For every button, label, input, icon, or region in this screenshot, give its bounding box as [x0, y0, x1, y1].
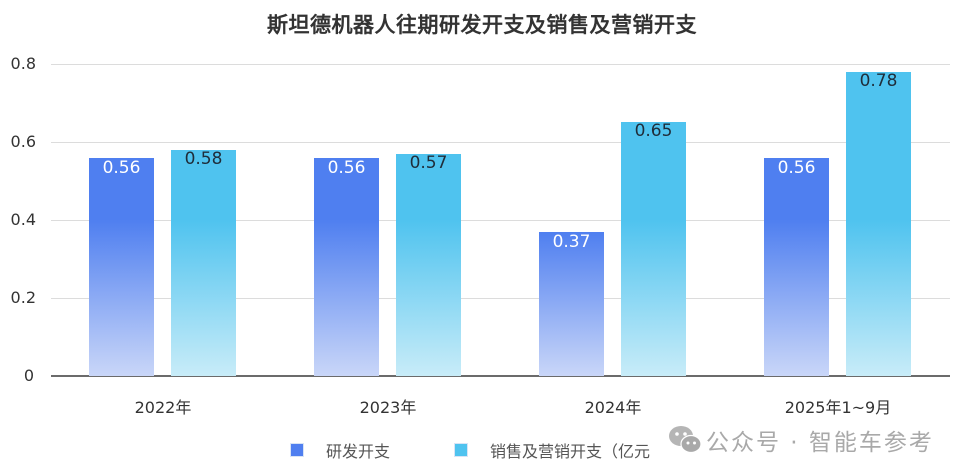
- x-axis-line: [51, 375, 950, 377]
- data-label: 0.56: [777, 158, 816, 178]
- y-tick: 0.4: [10, 210, 36, 229]
- bar-rd-2024[interactable]: 0.37: [539, 232, 604, 376]
- data-label: 0.57: [409, 153, 448, 173]
- data-label: 0.37: [552, 232, 591, 252]
- bar-rd-2025-q1-q3[interactable]: 0.56: [764, 158, 829, 376]
- bar-rd-2022[interactable]: 0.56: [89, 158, 154, 376]
- chart-title: 斯坦德机器人往期研发开支及销售及营销开支: [267, 13, 697, 37]
- legend-label: 研发开支: [326, 442, 391, 461]
- data-label: 0.65: [634, 121, 673, 141]
- legend-item-rd[interactable]: 研发开支: [290, 440, 391, 461]
- gridline-0.6: [51, 142, 950, 143]
- x-tick: 2022年: [134, 398, 192, 417]
- y-tick: 0.6: [10, 132, 36, 151]
- bar-rd-2023[interactable]: 0.56: [314, 158, 379, 376]
- x-tick: 2025年1~9月: [784, 398, 892, 417]
- bar-sm-2022[interactable]: 0.58: [171, 149, 236, 376]
- y-tick: 0.8: [10, 54, 36, 73]
- x-tick: 2023年: [359, 398, 417, 417]
- gridline-0.8: [51, 64, 950, 65]
- watermark: 公众号 · 智能车参考: [668, 420, 934, 460]
- bar-sm-2023[interactable]: 0.57: [396, 153, 461, 376]
- bar-sm-2024[interactable]: 0.65: [621, 121, 686, 376]
- x-tick: 2024年: [584, 398, 642, 417]
- gridline-0.4: [51, 220, 950, 221]
- watermark-text: 公众号 · 智能车参考: [706, 430, 934, 456]
- gridline-0.2: [51, 298, 950, 299]
- data-label: 0.78: [859, 71, 898, 91]
- legend-item-sm[interactable]: 销售及营销开支（亿元: [454, 440, 651, 461]
- legend-swatch-sm: [454, 443, 468, 457]
- y-tick: 0: [23, 366, 34, 385]
- legend-label: 销售及营销开支（亿元: [490, 442, 651, 461]
- data-label: 0.58: [184, 149, 223, 169]
- bar-sm-2025-q1-q3[interactable]: 0.78: [846, 71, 911, 376]
- y-tick: 0.2: [10, 288, 36, 307]
- data-label: 0.56: [327, 158, 366, 178]
- data-label: 0.56: [102, 158, 141, 178]
- wechat-icon: [669, 426, 702, 454]
- legend-swatch-rd: [290, 443, 304, 457]
